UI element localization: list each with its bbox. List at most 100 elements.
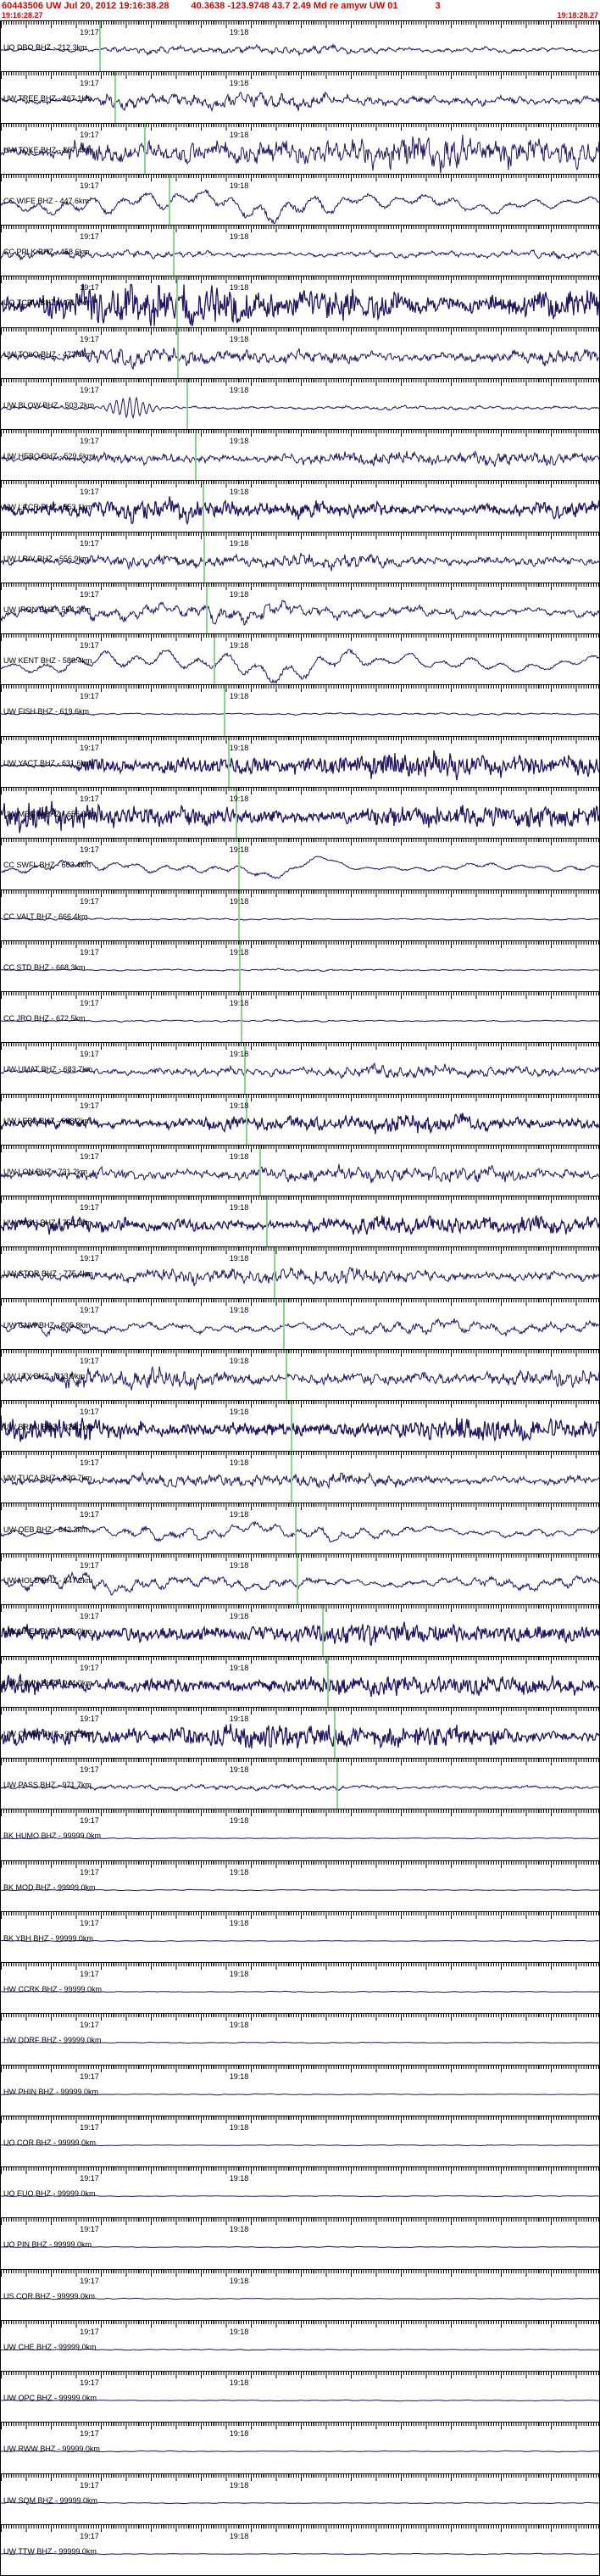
trace-row[interactable]: 19:17 19:18 UW FISH BHZ - 619.6km — [1, 684, 599, 736]
trace-row[interactable]: 19:17 19:18 BK HUMO BHZ - 99999.0km — [1, 1809, 599, 1860]
trace-row[interactable]: 19:17 19:18 UW BRAN BHZ - 828.1km — [1, 1400, 599, 1452]
phase-pick-marker[interactable] — [245, 1094, 247, 1145]
trace-row[interactable]: 19:17 19:18 UW OPC BHZ - 99999.0km — [1, 2371, 599, 2423]
phase-pick-marker[interactable] — [186, 378, 188, 430]
trace-row[interactable]: 19:17 19:18 UW HEBO BHZ - 529.6km — [1, 429, 599, 481]
trace-row[interactable]: 19:17 19:18 UW SQM BHZ - 99999.0km — [1, 2473, 599, 2525]
phase-pick-marker[interactable] — [286, 1349, 288, 1401]
phase-pick-marker[interactable] — [227, 736, 230, 787]
trace-row[interactable]: 19:17 19:18 UW WISH BHZ - 751.1km — [1, 1196, 599, 1247]
time-label: 19:17 — [80, 538, 99, 548]
trace-row[interactable]: 19:17 19:18 CC STD BHZ - 668.3km — [1, 940, 599, 992]
trace-row[interactable]: 19:17 19:18 UW DAVN BHZ - 944.0km — [1, 1655, 599, 1707]
phase-pick-marker[interactable] — [224, 685, 226, 736]
trace-row[interactable]: 19:17 19:18 UW LCCR BHZ - 553.1km — [1, 480, 599, 532]
phase-pick-marker[interactable] — [327, 1656, 330, 1707]
trace-row[interactable]: 19:17 19:18 UW STOR BHZ - 775.4km — [1, 1246, 599, 1298]
trace-row[interactable]: 19:17 19:18 UW TUCA BHZ - 830.7km — [1, 1451, 599, 1503]
trace-row[interactable]: 19:17 19:18 UW RWW BHZ - 99999.0km — [1, 2422, 599, 2473]
trace-row[interactable]: 19:17 19:18 CC WIFE BHZ - 447.6km — [1, 173, 599, 226]
trace-row[interactable]: 19:17 19:18 UO EUO BHZ - 99999.0km — [1, 2166, 599, 2218]
phase-pick-marker[interactable] — [99, 21, 102, 72]
phase-pick-marker[interactable] — [114, 72, 117, 123]
trace-row[interactable]: 19:17 19:18 UW BLOW BHZ - 503.2km — [1, 377, 599, 430]
phase-pick-marker[interactable] — [244, 1043, 247, 1094]
phase-pick-marker[interactable] — [213, 634, 215, 685]
trace-row[interactable]: 19:17 19:18 UW PASS BHZ - 971.7km — [1, 1758, 599, 1809]
trace-row[interactable]: 19:17 19:18 BK YBH BHZ - 99999.0km — [1, 1910, 599, 1963]
time-label: 19:18 — [229, 1970, 249, 1979]
trace-row[interactable]: 19:17 19:18 CC SWFL BHZ - 663.4km — [1, 838, 599, 889]
trace-row[interactable]: 19:17 19:18 UW HOLU BHZ - 847.2km — [1, 1553, 599, 1605]
waveform — [1, 1415, 599, 1442]
trace-row[interactable]: 19:17 19:18 UO DBO BHZ - 212.3km — [1, 20, 599, 72]
phase-pick-marker[interactable] — [336, 1759, 339, 1809]
phase-pick-marker[interactable] — [202, 481, 204, 532]
trace-row[interactable]: 19:17 19:18 UW OMAK BHZ - 962.5km — [1, 1706, 599, 1759]
phase-pick-marker[interactable] — [203, 532, 206, 583]
phase-pick-marker[interactable] — [195, 430, 197, 481]
trace-row[interactable]: 19:17 19:18 UW LON BHZ - 731.2km — [1, 1144, 599, 1196]
trace-row[interactable]: 19:17 19:18 UW MEGW BHZ - 656.3km — [1, 786, 599, 839]
phase-pick-marker[interactable] — [291, 1452, 293, 1503]
waveform — [1, 2093, 599, 2095]
phase-pick-marker[interactable] — [175, 276, 178, 327]
time-label: 19:18 — [229, 1612, 249, 1621]
trace-label: CC SWFL BHZ - 663.4km — [3, 861, 92, 870]
trace-row[interactable]: 19:17 19:18 CC PPLK BHZ - 458.6km — [1, 225, 599, 276]
trace-row[interactable]: 19:17 19:18 HW PHIN BHZ - 99999.0km — [1, 2064, 599, 2116]
trace-label: UO PIN BHZ - 99999.0km — [3, 2240, 92, 2250]
trace-row[interactable]: 19:17 19:18 CC VALT BHZ - 666.4km — [1, 889, 599, 940]
trace-row[interactable]: 19:17 19:18 UW YACT BHZ - 631.6km — [1, 735, 599, 787]
phase-pick-marker[interactable] — [265, 1196, 268, 1247]
trace-row[interactable]: 19:17 19:18 UW TTW BHZ - 99999.0km — [1, 2524, 599, 2576]
phase-pick-marker[interactable] — [238, 940, 241, 992]
time-label: 19:18 — [229, 1101, 249, 1110]
trace-row[interactable]: 19:17 19:18 BK MOD BHZ - 99999.0km — [1, 1860, 599, 1911]
phase-pick-marker[interactable] — [169, 174, 171, 226]
trace-row[interactable]: 19:17 19:18 UW TREE BHZ - 267.1km — [1, 71, 599, 123]
phase-pick-marker[interactable] — [322, 1605, 325, 1656]
time-label: 19:17 — [80, 2021, 99, 2030]
trace-row[interactable]: 19:17 19:18 UW KENT BHZ - 586.4km — [1, 633, 599, 685]
trace-row[interactable]: 19:17 19:18 HW DDRF BHZ - 99999.0km — [1, 2013, 599, 2065]
phase-pick-marker[interactable] — [294, 1503, 297, 1553]
phase-pick-marker[interactable] — [333, 1707, 336, 1759]
phase-pick-marker[interactable] — [290, 1401, 292, 1452]
phase-pick-marker[interactable] — [172, 226, 175, 276]
trace-row[interactable]: 19:17 19:18 UO PIN BHZ - 99999.0km — [1, 2217, 599, 2269]
phase-pick-marker[interactable] — [296, 1553, 298, 1605]
phase-pick-marker[interactable] — [283, 1298, 286, 1349]
phase-pick-marker[interactable] — [206, 583, 208, 634]
trace-row[interactable]: 19:17 19:18 UW LTY BHZ - 813.0km — [1, 1348, 599, 1401]
trace-row[interactable]: 19:17 19:18 UW LRIV BHZ - 556.9km — [1, 531, 599, 583]
trace-row[interactable]: 19:17 19:18 UW NREL BHZ - 928.0km — [1, 1604, 599, 1656]
trace-row[interactable]: 19:17 19:18 UW UMAT BHZ - 683.7km — [1, 1042, 599, 1094]
phase-pick-marker[interactable] — [144, 123, 147, 174]
time-label: 19:18 — [229, 1560, 249, 1570]
trace-row[interactable]: 19:17 19:18 UW QEB BHZ - 842.3km — [1, 1502, 599, 1553]
trace-row[interactable]: 19:17 19:18 UW IRON BHZ - 564.2km — [1, 582, 599, 634]
trace-label: UW TTW BHZ - 99999.0km — [3, 2547, 97, 2556]
trace-row[interactable]: 19:17 19:18 UO COR BHZ - 99999.0km — [1, 2115, 599, 2167]
trace-row[interactable]: 19:17 19:18 CC JRO BHZ - 672.5km — [1, 991, 599, 1043]
phase-pick-marker[interactable] — [258, 1145, 261, 1196]
phase-pick-marker[interactable] — [241, 992, 243, 1043]
trace-label: BK HUMO BHZ - 99999.0km — [3, 1832, 102, 1841]
trace-row[interactable]: 19:17 19:18 UO TCRU BHZ - 471.0km — [1, 276, 599, 327]
trace-row[interactable]: 19:17 19:18 UW LEBA BHZ - 688.2km — [1, 1093, 599, 1145]
time-label: 19:17 — [80, 1663, 99, 1672]
trace-row[interactable]: 19:17 19:18 US COR BHZ - 99999.0km — [1, 2268, 599, 2320]
trace-row[interactable]: 19:17 19:18 UW TOKE BHZ - 367.4km — [1, 122, 599, 174]
waveform — [1, 347, 599, 371]
trace-row[interactable]: 19:17 19:18 UW GNW BHZ - 805.8km — [1, 1297, 599, 1349]
trace-row[interactable]: 19:17 19:18 HW CCRK BHZ - 99999.0km — [1, 1962, 599, 2014]
trace-row[interactable]: 19:17 19:18 UW TOLO BHZ - 473.6km — [1, 326, 599, 378]
phase-pick-marker[interactable] — [238, 889, 241, 940]
phase-pick-marker[interactable] — [273, 1247, 275, 1298]
phase-pick-marker[interactable] — [235, 787, 237, 839]
trace-row[interactable]: 19:17 19:18 UW CHE BHZ - 99999.0km — [1, 2319, 599, 2372]
phase-pick-marker[interactable] — [177, 327, 180, 378]
phase-pick-marker[interactable] — [237, 839, 240, 889]
